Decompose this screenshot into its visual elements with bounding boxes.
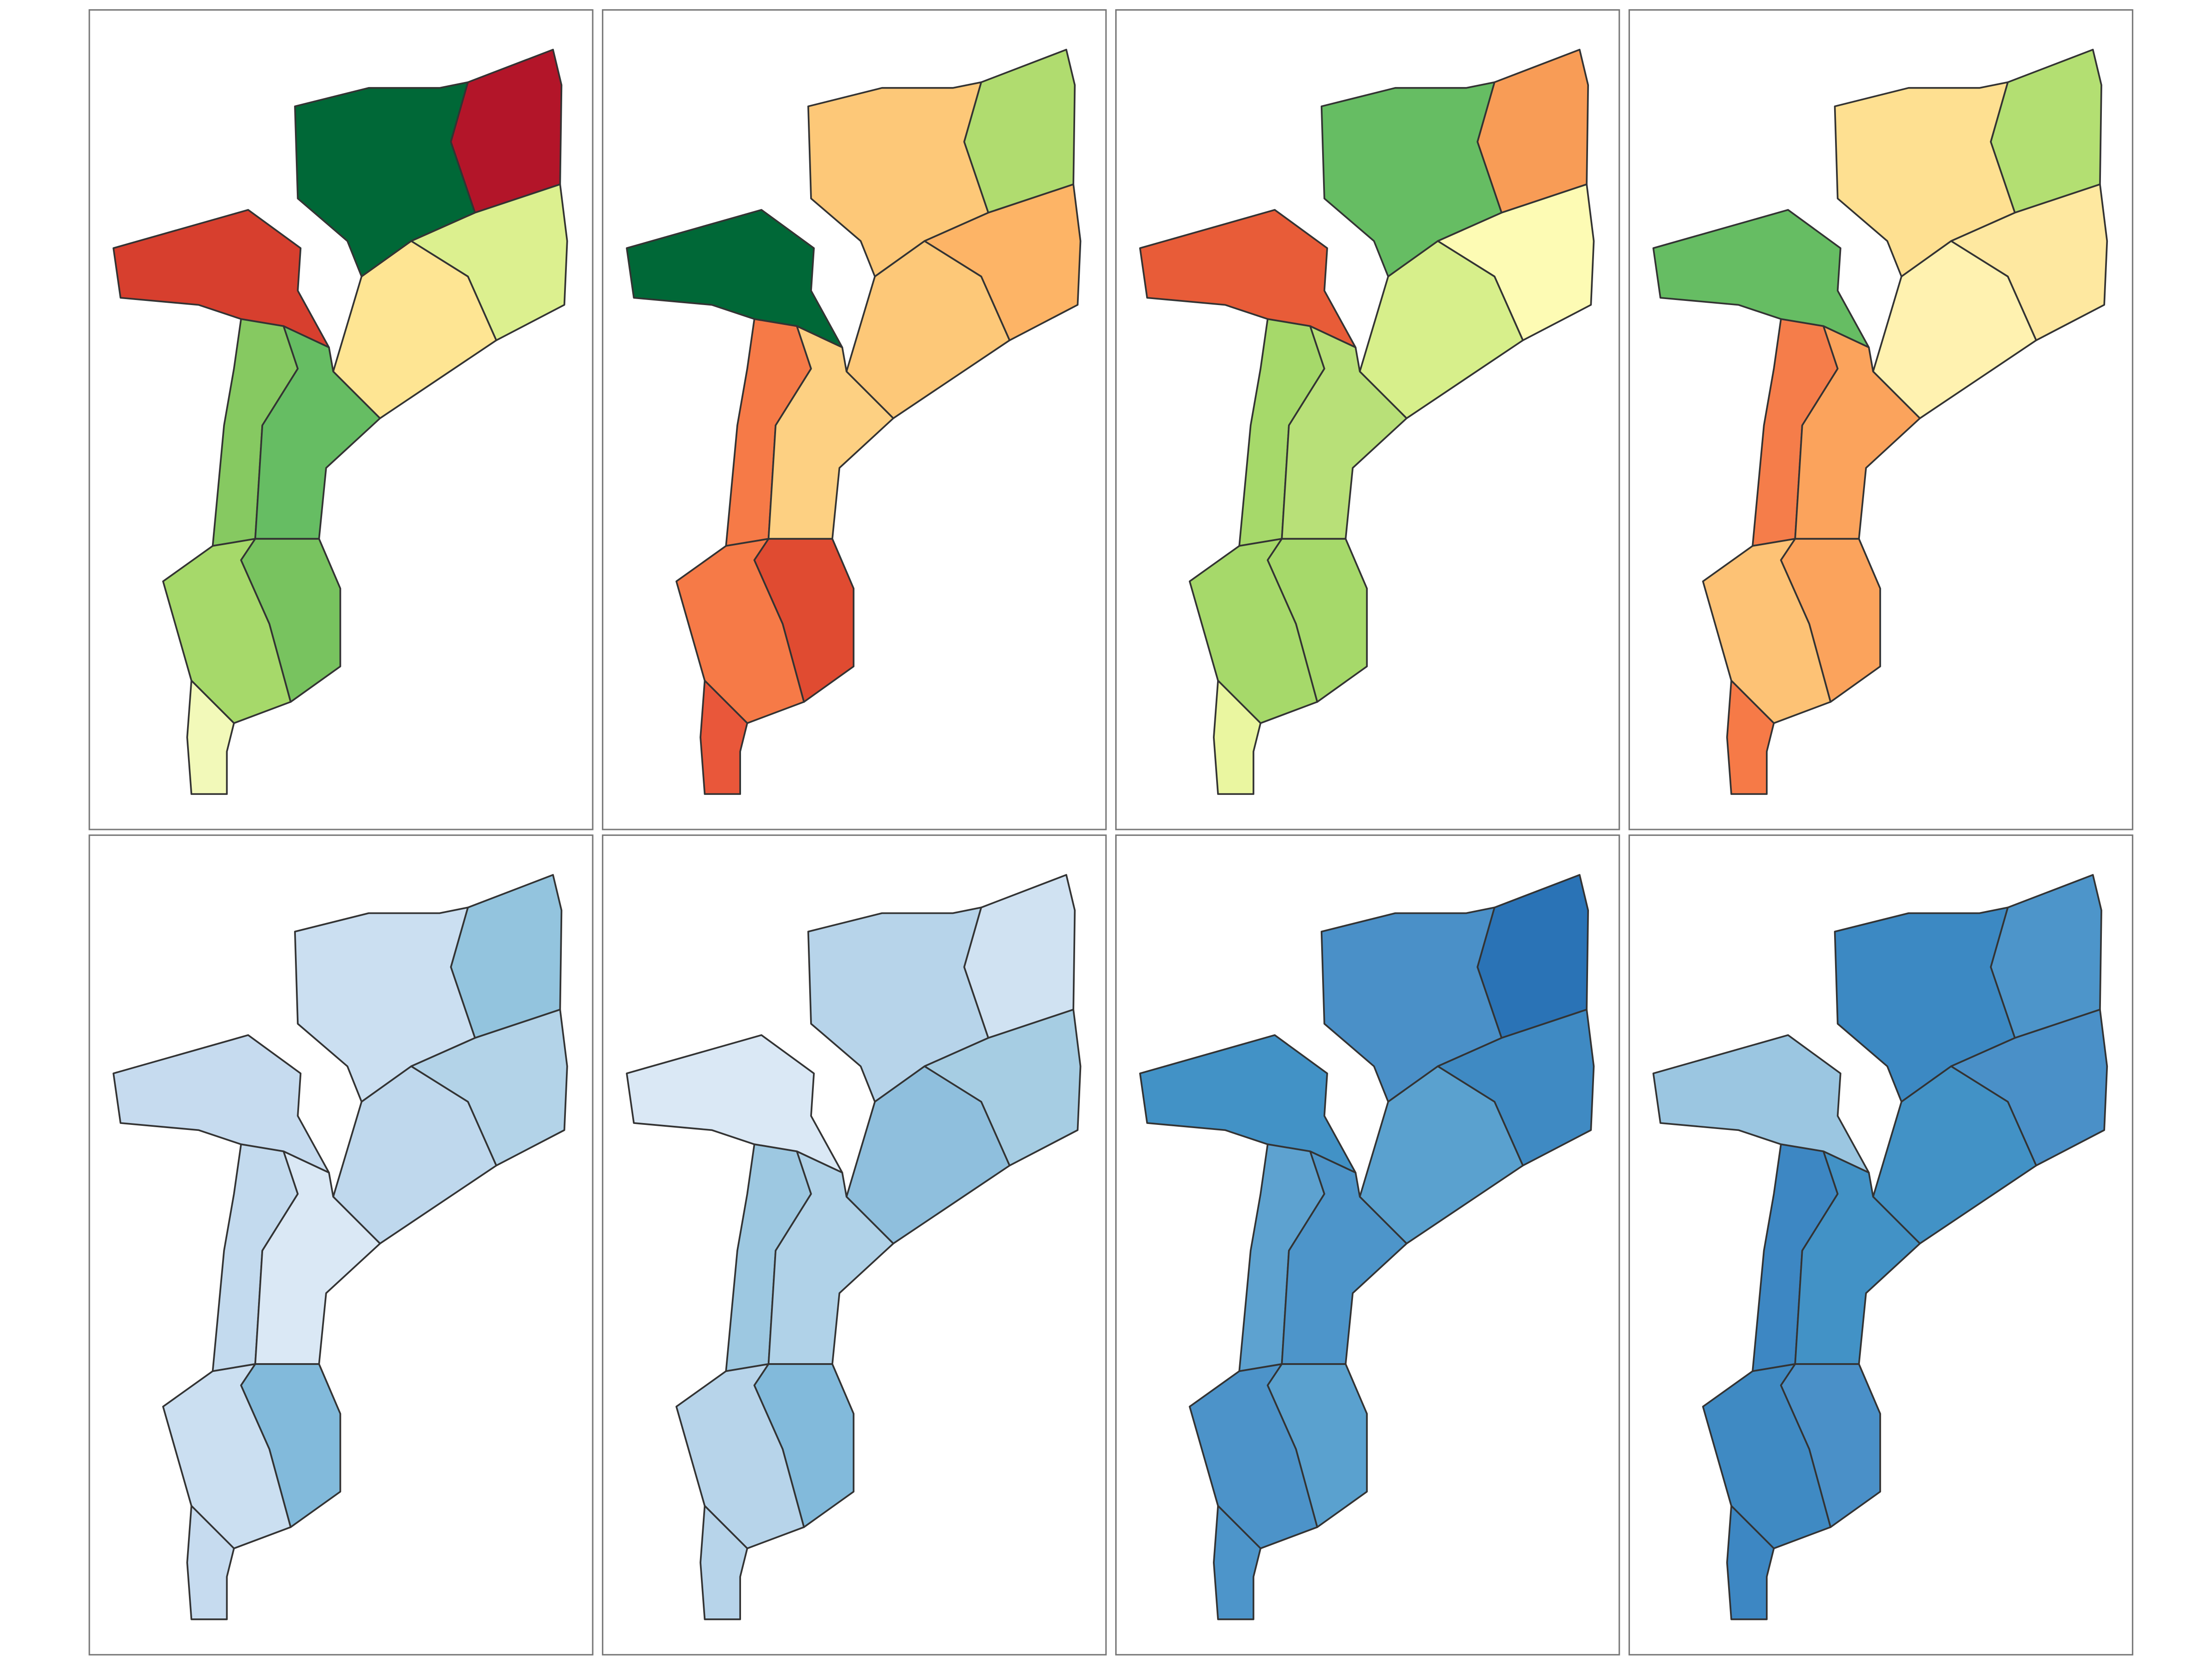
region — [254, 325, 381, 540]
region — [1794, 325, 1921, 540]
region — [1780, 1363, 1881, 1528]
region — [767, 1150, 894, 1365]
map-panel — [1115, 834, 1620, 1656]
region — [1281, 325, 1408, 540]
region — [1794, 1150, 1921, 1365]
region — [1281, 1150, 1408, 1365]
map-panel — [88, 834, 594, 1656]
region — [240, 538, 341, 703]
region — [753, 1363, 855, 1528]
region — [1726, 680, 1775, 795]
region — [186, 680, 235, 795]
region — [1780, 538, 1881, 703]
region — [1726, 1505, 1775, 1620]
region — [1266, 538, 1368, 703]
map-panel — [602, 834, 1107, 1656]
map-panel — [1628, 834, 2134, 1656]
region — [240, 1363, 341, 1528]
map-panel — [602, 9, 1107, 830]
region — [1266, 1363, 1368, 1528]
region — [186, 1505, 235, 1620]
map-panel — [1115, 9, 1620, 830]
map-panel — [88, 9, 594, 830]
region — [700, 680, 748, 795]
region — [767, 325, 894, 540]
region — [1213, 1505, 1262, 1620]
region — [700, 1505, 748, 1620]
region — [753, 538, 855, 703]
region — [1213, 680, 1262, 795]
map-panel — [1628, 9, 2134, 830]
region — [254, 1150, 381, 1365]
